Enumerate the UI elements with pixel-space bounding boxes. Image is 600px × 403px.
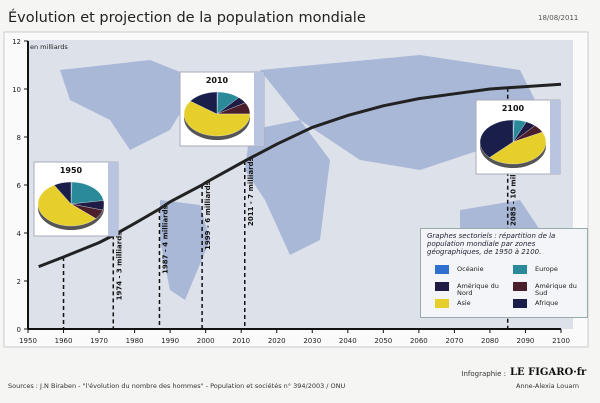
- x-tick-label: 1990: [161, 337, 179, 345]
- y-tick-label: 6: [17, 182, 22, 190]
- y-tick-label: 12: [12, 38, 21, 46]
- pie-box-tab: [254, 72, 264, 146]
- pie-slice: [53, 181, 72, 205]
- x-tick-label: 1960: [55, 337, 73, 345]
- x-tick-label: 2000: [197, 337, 215, 345]
- annotation-label: 1974 - 3 milliards: [115, 232, 123, 301]
- legend-swatch: [435, 299, 449, 308]
- continent-shape: [260, 55, 540, 170]
- x-tick-label: 2020: [268, 337, 286, 345]
- x-tick-label: 2090: [517, 337, 535, 345]
- legend-label: Océanie: [457, 265, 484, 273]
- sources: Sources : J.N Biraben - "l'évolution du …: [8, 382, 346, 390]
- y-tick-label: 2: [17, 278, 21, 286]
- legend-swatch: [513, 299, 527, 308]
- x-tick-label: 2050: [374, 337, 392, 345]
- annotation-label: 1999 - 6 milliards: [204, 181, 212, 250]
- pie-slice: [183, 100, 251, 137]
- pie-box-tab: [550, 100, 560, 174]
- y-axis-label: en milliards: [30, 43, 68, 51]
- le-figaro-logo: LE FIGARO·fr: [510, 367, 587, 378]
- legend-label: Asie: [457, 299, 471, 307]
- x-tick-label: 1970: [90, 337, 108, 345]
- y-tick-label: 4: [17, 230, 22, 238]
- pie-year: 2010: [206, 76, 229, 85]
- x-tick-label: 2040: [339, 337, 357, 345]
- x-tick-label: 2030: [303, 337, 321, 345]
- continent-shape: [245, 120, 330, 255]
- legend-swatch: [435, 265, 449, 274]
- x-tick-label: 2080: [481, 337, 499, 345]
- pie-year: 2100: [502, 104, 525, 113]
- annotation-label: 1987 - 4 milliards: [161, 205, 169, 274]
- continent-shape: [60, 60, 200, 150]
- continent-shape: [160, 200, 210, 300]
- pie-slice: [489, 131, 547, 165]
- chart-title: Évolution et projection de la population…: [8, 10, 366, 26]
- legend-label: Europe: [535, 265, 558, 273]
- date: 18/08/2011: [538, 14, 579, 22]
- x-tick-label: 1980: [126, 337, 144, 345]
- x-tick-label: 2100: [552, 337, 570, 345]
- legend-swatch: [513, 282, 527, 291]
- legend-title: Graphes sectoriels : répartition de la p…: [427, 232, 556, 256]
- infographie-label: Infographie :: [461, 370, 506, 378]
- pie-box-tab: [108, 162, 118, 236]
- pie-slice: [479, 119, 514, 158]
- legend-label: Afrique: [535, 299, 559, 307]
- annotation-label: 2011 - 7 milliards: [247, 157, 255, 226]
- x-tick-label: 2060: [410, 337, 428, 345]
- author: Anne-Alexia Louarn: [516, 382, 579, 390]
- pie-slice: [190, 91, 218, 115]
- y-tick-label: 0: [17, 326, 21, 334]
- pie-year: 1950: [60, 166, 83, 175]
- x-tick-label: 1950: [19, 337, 37, 345]
- legend-swatch: [435, 282, 449, 291]
- x-tick-label: 2010: [232, 337, 250, 345]
- x-tick-label: 2070: [445, 337, 463, 345]
- legend-label: Amérique du Sud: [535, 282, 577, 297]
- y-tick-label: 10: [12, 86, 21, 94]
- y-tick-label: 8: [17, 134, 21, 142]
- pie-slice: [70, 181, 104, 205]
- legend-swatch: [513, 265, 527, 274]
- legend-label: Amérique du Nord: [457, 282, 499, 297]
- legend: Graphes sectoriels : répartition de la p…: [420, 228, 588, 318]
- annotation-label: 2085 - 10 milliards: [510, 152, 518, 226]
- pie-slice: [37, 184, 97, 227]
